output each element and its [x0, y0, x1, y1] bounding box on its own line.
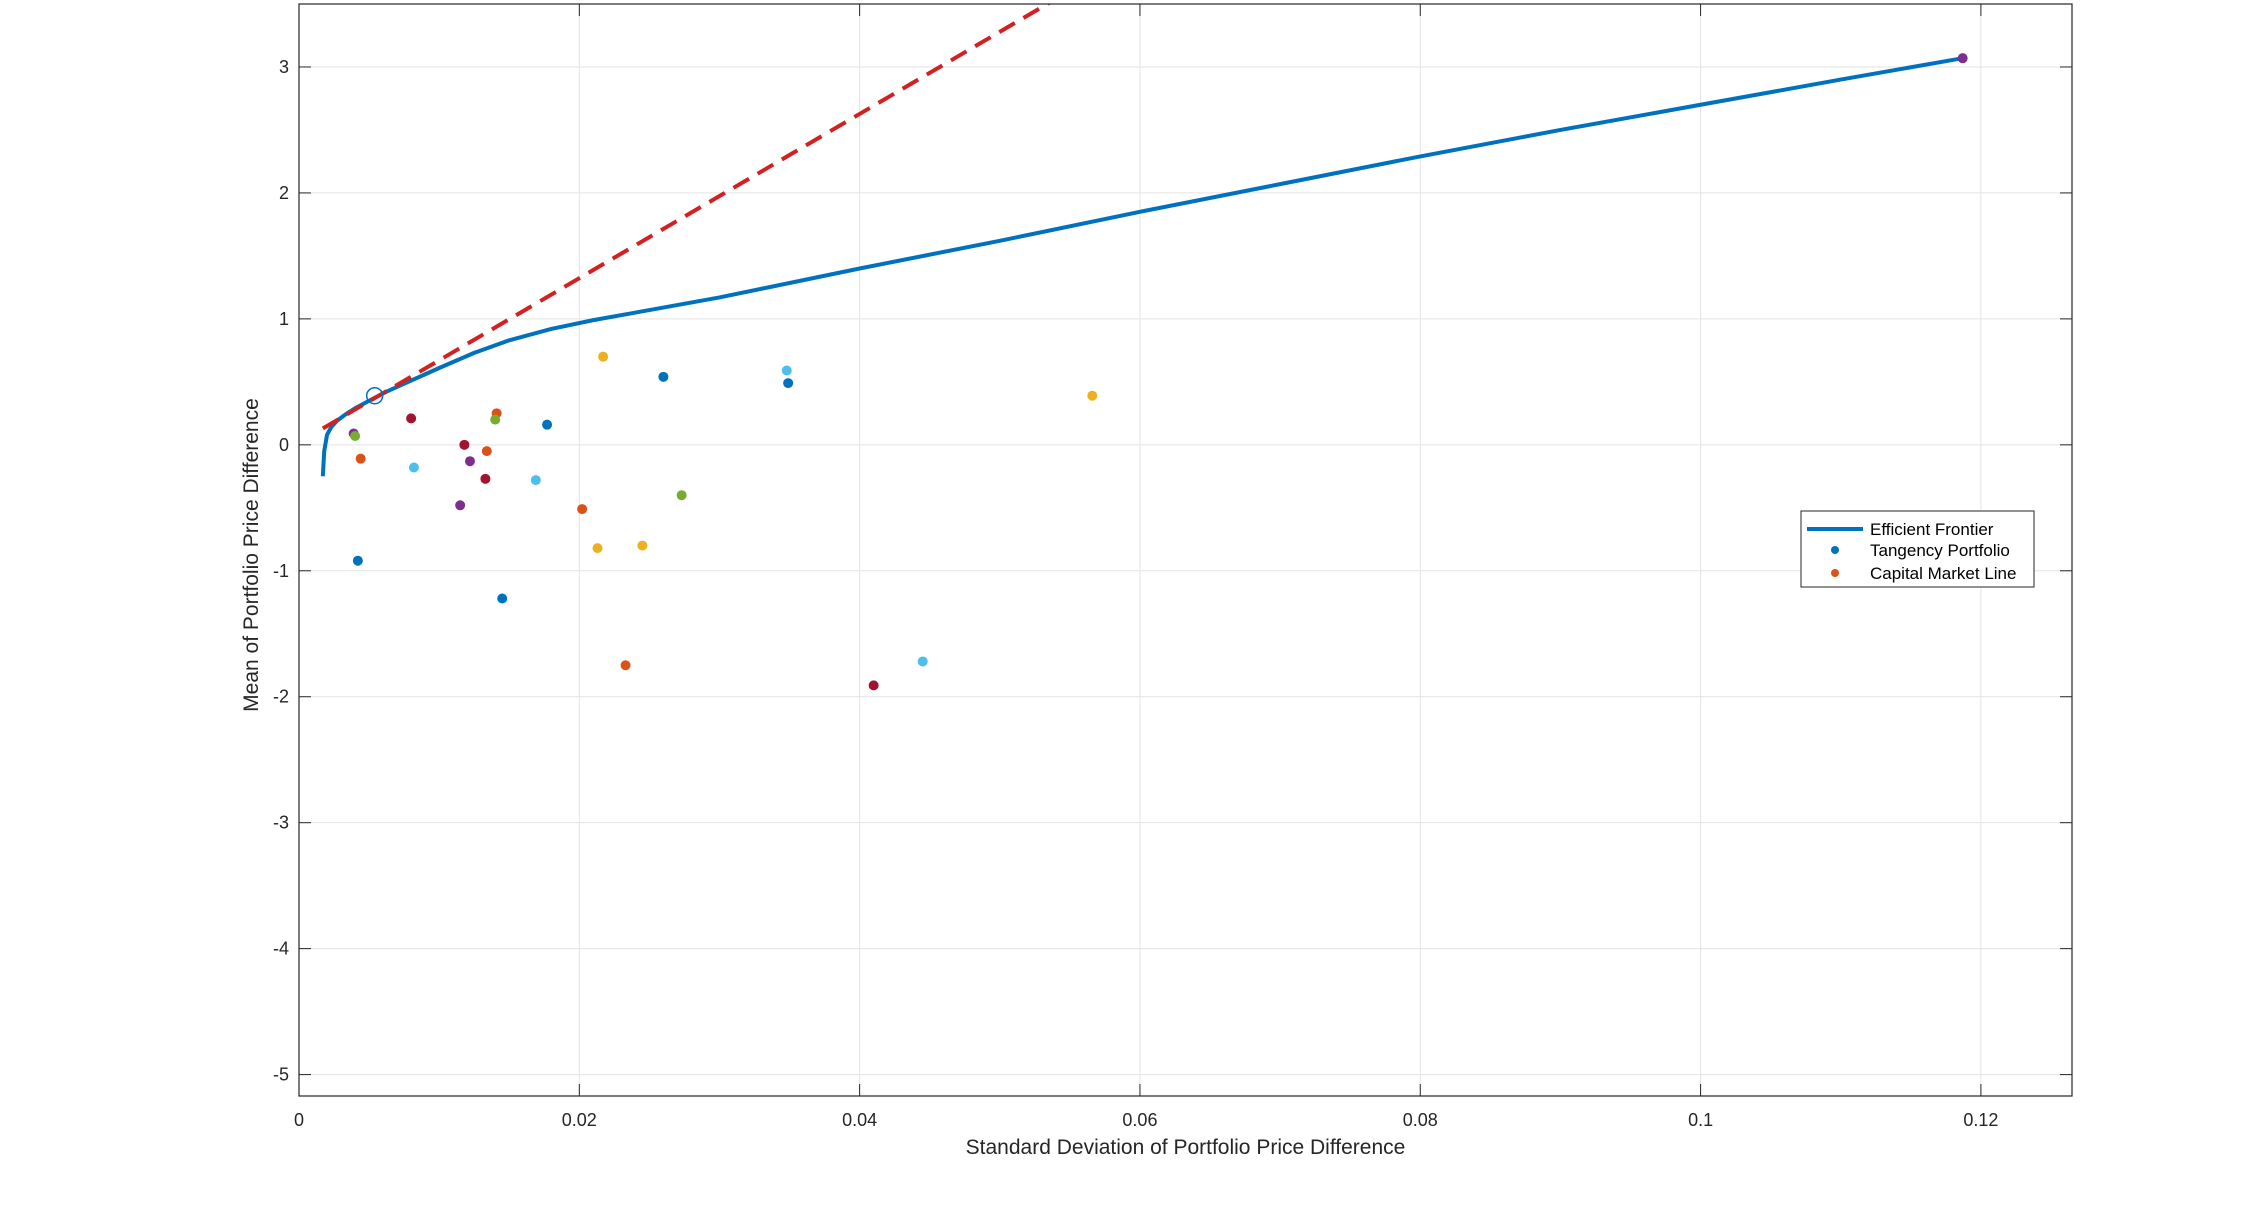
- x-tick-labels: 0 0.02 0.04 0.06 0.08 0.1 0.12: [294, 1110, 1998, 1130]
- y-tick-label: 2: [279, 183, 289, 203]
- y-tick-label: 0: [279, 435, 289, 455]
- grid: [298, 4, 2072, 1096]
- y-tick-label: -2: [273, 687, 289, 707]
- asset-point: [350, 431, 361, 442]
- asset-point: [598, 351, 609, 362]
- asset-point: [481, 446, 492, 457]
- asset-point: [1087, 390, 1098, 401]
- legend-label-tangency-portfolio: Tangency Portfolio: [1870, 541, 2010, 560]
- asset-point: [459, 439, 470, 450]
- x-tick-label: 0.02: [562, 1110, 597, 1130]
- y-tick-label: 3: [279, 57, 289, 77]
- x-tick-label: 0: [294, 1110, 304, 1130]
- asset-point: [497, 593, 508, 604]
- y-tick-labels: -5 -4 -3 -2 -1 0 1 2 3: [273, 57, 289, 1085]
- y-tick-label: -4: [273, 939, 289, 959]
- asset-point: [676, 490, 687, 501]
- y-axis-label: Mean of Portfolio Price Difference: [240, 398, 263, 712]
- x-tick-label: 0.12: [1963, 1110, 1998, 1130]
- asset-point: [868, 680, 879, 691]
- legend-swatch-capital-market-line: [1831, 569, 1839, 577]
- y-tick-label: -5: [273, 1065, 289, 1085]
- x-tick-label: 0.04: [842, 1110, 877, 1130]
- asset-point: [637, 540, 648, 551]
- legend-swatch-tangency-portfolio: [1831, 546, 1839, 554]
- x-tick-label: 0.06: [1122, 1110, 1157, 1130]
- asset-point: [592, 543, 603, 554]
- asset-point: [455, 500, 466, 511]
- legend-label-capital-market-line: Capital Market Line: [1870, 564, 2016, 583]
- asset-point: [917, 656, 928, 667]
- y-tick-label: 1: [279, 309, 289, 329]
- asset-point: [577, 504, 588, 515]
- legend-label-efficient-frontier: Efficient Frontier: [1870, 520, 1994, 539]
- asset-point: [408, 462, 419, 473]
- asset-point: [542, 419, 553, 430]
- asset-point: [480, 473, 491, 484]
- asset-point: [530, 475, 541, 486]
- asset-point: [352, 555, 363, 566]
- legend[interactable]: Efficient Frontier Tangency Portfolio Ca…: [1800, 510, 2035, 588]
- y-tick-label: -3: [273, 813, 289, 833]
- asset-point: [1957, 53, 1968, 64]
- plot-area: [320, 4, 1968, 691]
- efficient-frontier-line: [320, 56, 1964, 477]
- ticks: [298, 4, 2072, 1096]
- asset-point: [783, 378, 794, 389]
- axes-box: [298, 3, 2073, 1097]
- capital-market-line: [321, 4, 1052, 431]
- x-axis-label: Standard Deviation of Portfolio Price Di…: [966, 1136, 1406, 1159]
- asset-point: [464, 456, 475, 467]
- asset-point: [406, 413, 417, 424]
- legend-box: [1800, 510, 2035, 588]
- asset-point: [355, 453, 366, 464]
- asset-point: [490, 414, 501, 425]
- y-tick-label: -1: [273, 561, 289, 581]
- asset-point: [620, 660, 631, 671]
- x-tick-label: 0.1: [1688, 1110, 1713, 1130]
- asset-point: [781, 365, 792, 376]
- x-tick-label: 0.08: [1403, 1110, 1438, 1130]
- asset-point: [658, 371, 669, 382]
- tangency-portfolio-marker: [365, 386, 384, 405]
